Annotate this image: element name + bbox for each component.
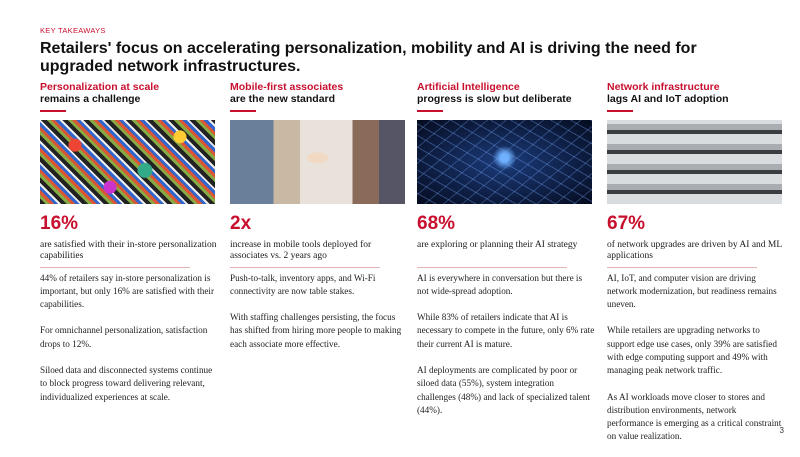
column-heading: Personalization at scale xyxy=(40,81,160,93)
page-number: 3 xyxy=(779,426,784,435)
accent-rule xyxy=(417,110,443,112)
stat-figure: 2x xyxy=(230,212,252,234)
slide-title: Retailers' focus on accelerating persona… xyxy=(40,40,697,75)
body-paragraph: Push-to-talk, inventory apps, and Wi-Fi … xyxy=(230,272,376,296)
body-paragraph: For omnichannel personalization, satisfa… xyxy=(40,325,208,349)
accent-rule xyxy=(607,110,633,112)
body-paragraph: Siloed data and disconnected systems con… xyxy=(40,364,213,402)
divider xyxy=(417,266,567,268)
body-paragraph: As AI workloads move closer to stores an… xyxy=(607,391,782,442)
column-heading: Mobile-first associates xyxy=(230,81,344,93)
column: Personalization at scale remains a challe… xyxy=(40,81,218,417)
stat-figure: 67% xyxy=(607,212,646,234)
body-paragraph: With staffing challenges persisting, the… xyxy=(230,312,402,349)
stat-caption: are satisfied with their in-store person… xyxy=(40,239,217,262)
body-paragraph: While retailers are upgrading networks t… xyxy=(607,325,777,376)
stat-caption: are exploring or planning their AI strat… xyxy=(417,239,578,250)
stat-figure: 68% xyxy=(417,212,456,234)
body-paragraph: AI, IoT, and computer vision are driving… xyxy=(607,272,777,310)
accent-rule xyxy=(40,110,66,112)
column: Mobile-first associates are the new stand… xyxy=(230,81,408,364)
stat-caption: of network upgrades are driven by AI and… xyxy=(607,239,782,262)
body-paragraph: 44% of retailers say in-store personaliz… xyxy=(40,272,215,310)
column-subheading: lags AI and IoT adoption xyxy=(607,93,729,105)
photo xyxy=(40,119,215,204)
column: Network infrastructure lags AI and IoT ad… xyxy=(607,81,785,457)
column: Artificial Intelligence progress is slow … xyxy=(417,81,595,430)
stat-caption: increase in mobile tools deployed for as… xyxy=(230,239,372,262)
body-paragraph: AI deployments are complicated by poor o… xyxy=(417,364,590,415)
photo xyxy=(607,119,782,204)
body-paragraph: While 83% of retailers indicate that AI … xyxy=(417,312,595,349)
accent-rule xyxy=(230,110,256,112)
stat-figure: 16% xyxy=(40,212,79,234)
column-heading: Network infrastructure xyxy=(607,81,720,93)
body-paragraph: AI is everywhere in conversation but the… xyxy=(417,272,583,296)
divider xyxy=(40,266,190,268)
divider xyxy=(607,266,757,268)
column-subheading: progress is slow but deliberate xyxy=(417,93,572,105)
column-heading: Artificial Intelligence xyxy=(417,81,520,93)
photo xyxy=(230,119,405,204)
column-subheading: are the new standard xyxy=(230,93,336,105)
section-label: KEY TAKEAWAYS xyxy=(40,26,106,35)
divider xyxy=(230,266,380,268)
photo xyxy=(417,119,592,204)
column-subheading: remains a challenge xyxy=(40,93,141,105)
